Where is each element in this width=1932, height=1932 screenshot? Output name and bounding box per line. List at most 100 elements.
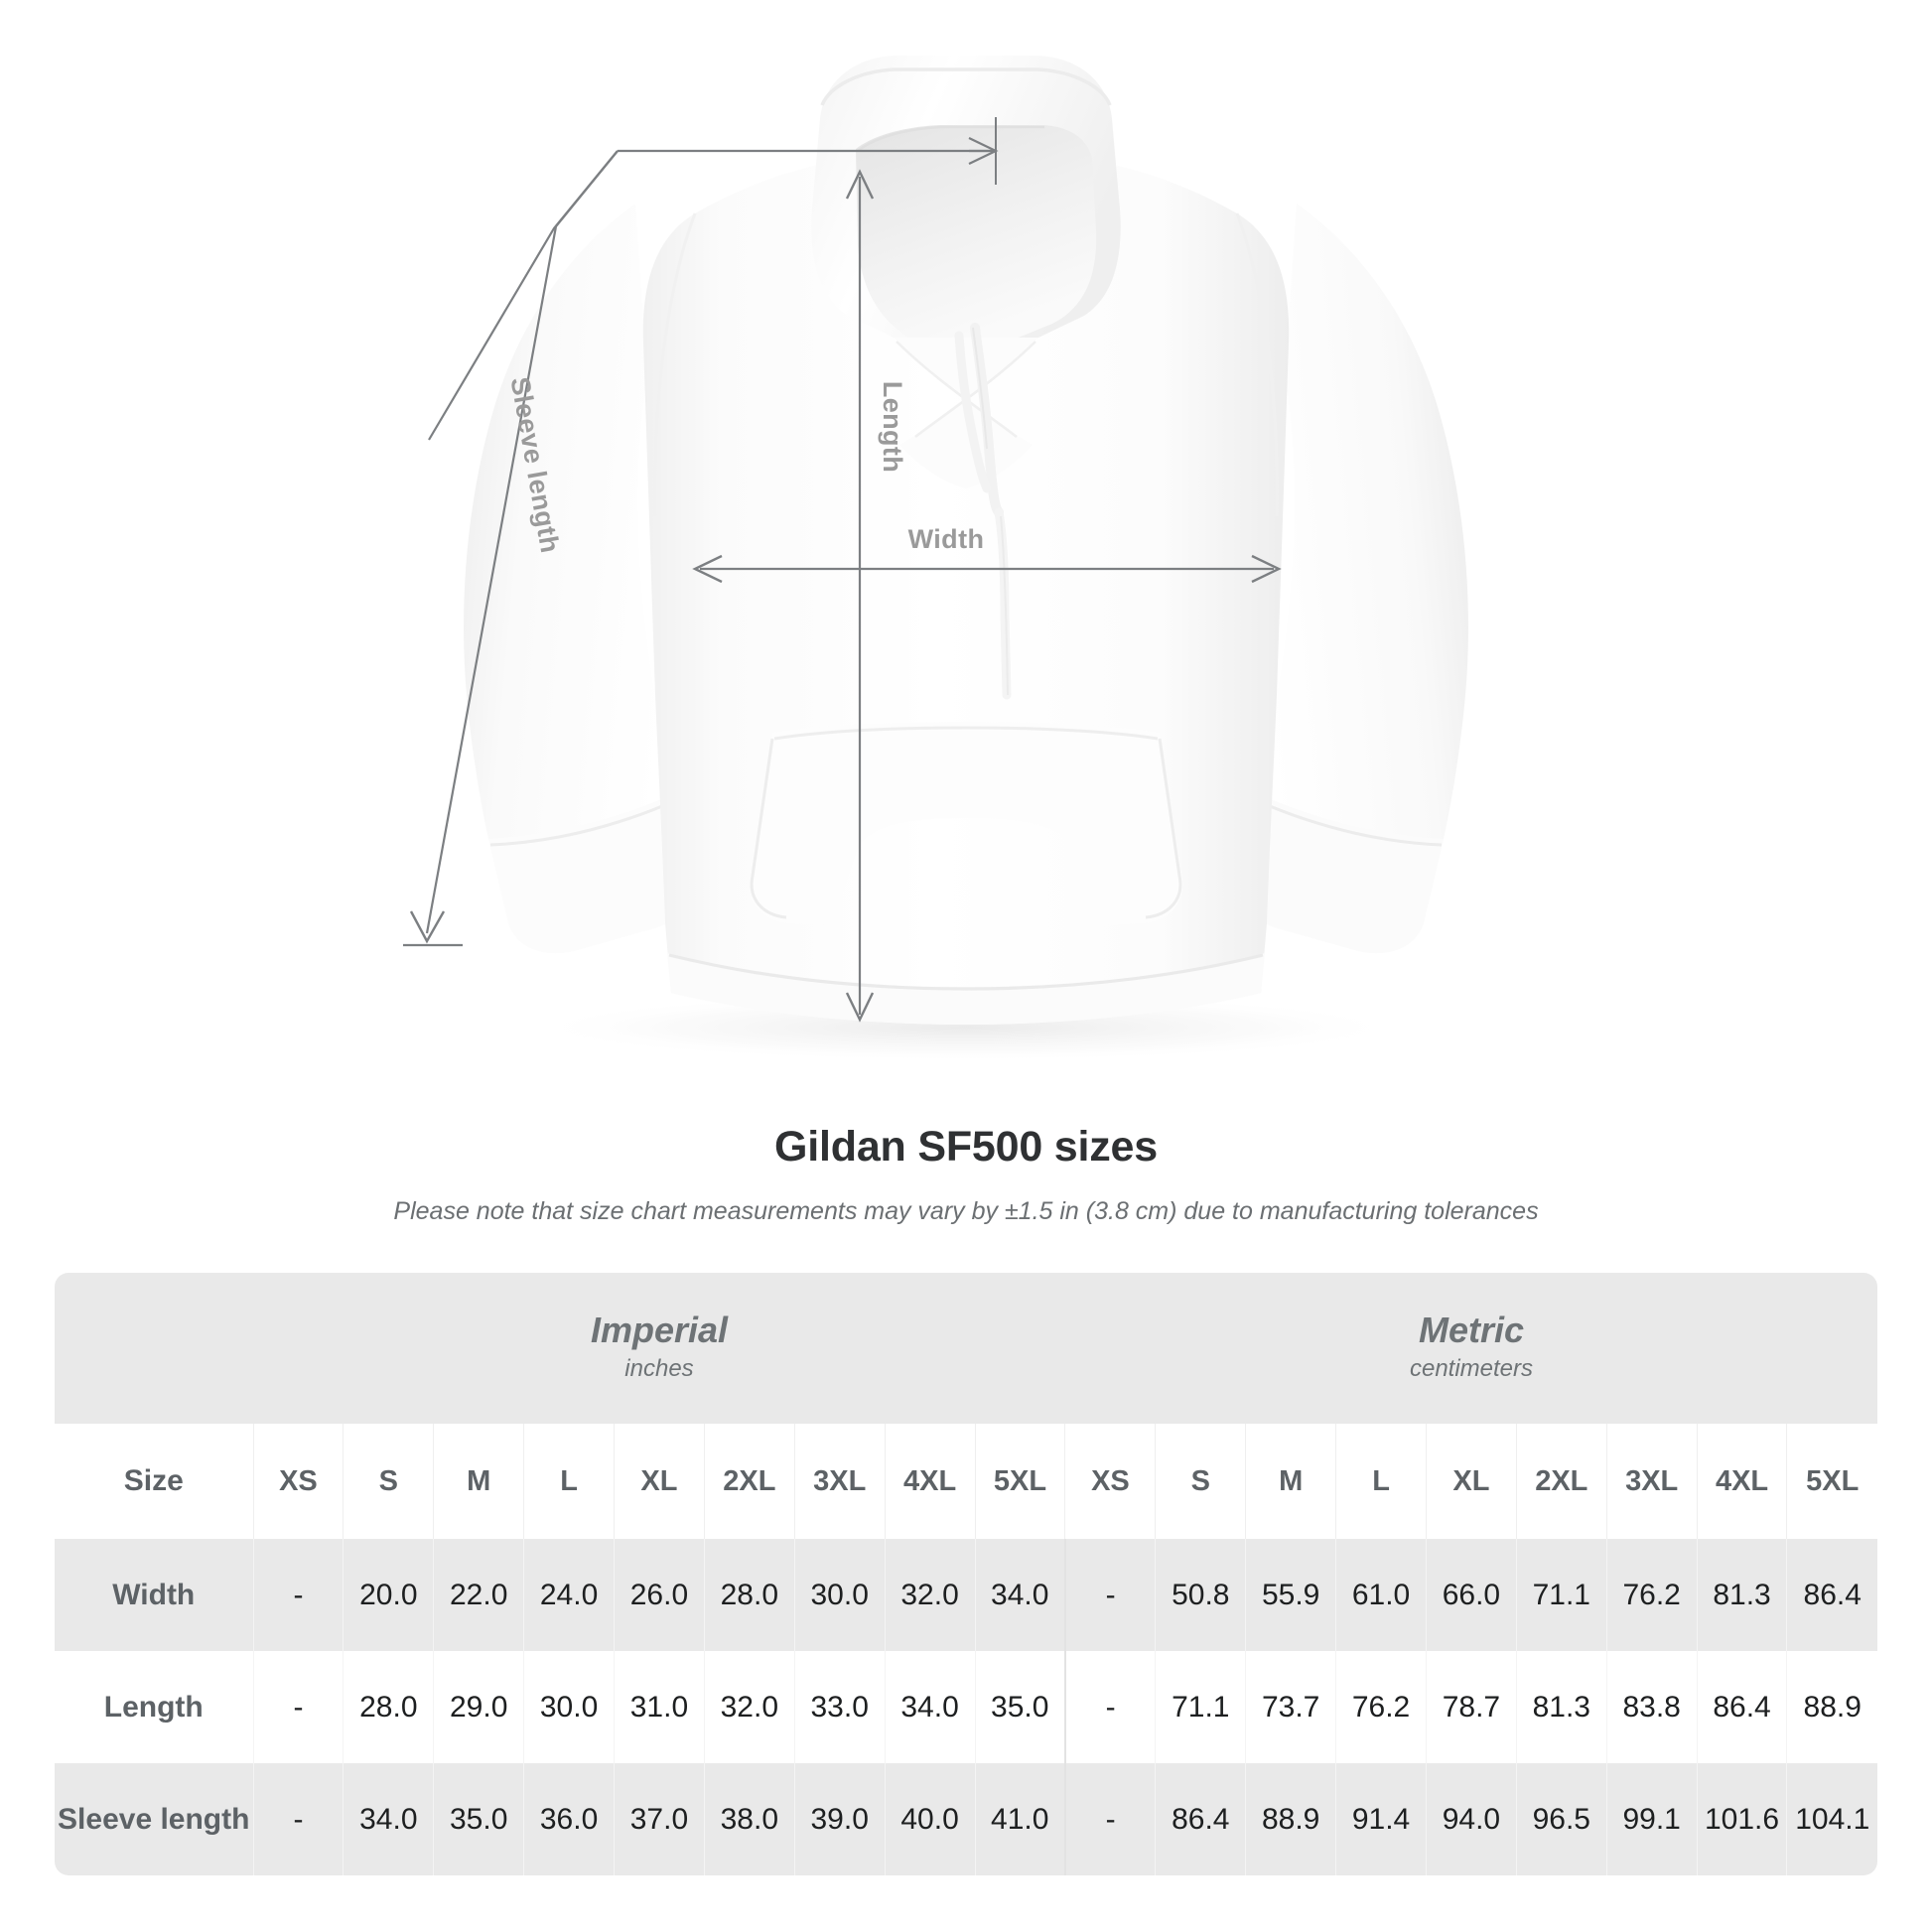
cell-sleeve-length-metric-2xl: 96.5 <box>1515 1763 1607 1875</box>
cell-length-metric-xl: 78.7 <box>1425 1651 1517 1763</box>
unit-group-sub: inches <box>624 1354 694 1382</box>
cell-length-metric-xs: - <box>1063 1651 1156 1763</box>
cell-sleeve-length-metric-s: 86.4 <box>1155 1763 1246 1875</box>
size-header-xl-imperial: XL <box>614 1424 705 1539</box>
cell-width-imperial-l: 24.0 <box>523 1539 615 1651</box>
size-header-4xl-imperial: 4XL <box>884 1424 975 1539</box>
cell-sleeve-length-imperial-3xl: 39.0 <box>793 1763 886 1875</box>
cell-sleeve-length-metric-5xl: 104.1 <box>1786 1763 1877 1875</box>
garment-shadow <box>529 994 1403 1061</box>
size-header-row: Size XS S M L XL 2XL 3XL 4XL 5XL XS S M L XL 2XL 3XL 4XL 5… <box>55 1424 1877 1539</box>
cell-length-imperial-l: 30.0 <box>523 1651 615 1763</box>
cell-sleeve-length-metric-4xl: 101.6 <box>1696 1763 1787 1875</box>
size-header-xl-metric: XL <box>1425 1424 1517 1539</box>
cell-width-metric-s: 50.8 <box>1155 1539 1246 1651</box>
unit-header-spacer <box>55 1273 253 1424</box>
size-header-2xl-imperial: 2XL <box>703 1424 795 1539</box>
unit-group-name: Imperial <box>590 1310 729 1351</box>
width-arrow-right <box>1251 554 1282 584</box>
size-header-m-metric: M <box>1245 1424 1336 1539</box>
cell-sleeve-length-imperial-2xl: 38.0 <box>703 1763 795 1875</box>
cell-sleeve-length-metric-m: 88.9 <box>1245 1763 1336 1875</box>
title-block: Gildan SF500 sizes Please note that size… <box>0 1122 1932 1227</box>
table-row: Length -28.0 29.0 30.0 31.0 32.0 33.0 34.0 35.0-… <box>55 1651 1877 1763</box>
cell-length-imperial-3xl: 33.0 <box>793 1651 886 1763</box>
table-row: Sleeve length -34.0 35.0 36.0 37.0 38.0 39.0 40… <box>55 1763 1877 1875</box>
unit-group-sub: centimeters <box>1409 1354 1534 1382</box>
cell-width-metric-2xl: 71.1 <box>1515 1539 1607 1651</box>
cell-width-imperial-s: 20.0 <box>343 1539 434 1651</box>
cell-sleeve-length-imperial-5xl: 41.0 <box>974 1763 1065 1875</box>
cell-length-metric-m: 73.7 <box>1245 1651 1336 1763</box>
cell-length-metric-5xl: 88.9 <box>1786 1651 1877 1763</box>
cell-length-imperial-2xl: 32.0 <box>703 1651 795 1763</box>
cell-width-imperial-m: 22.0 <box>433 1539 524 1651</box>
cell-sleeve-length-imperial-4xl: 40.0 <box>884 1763 975 1875</box>
hoodie-illustration: Sleeve length Length Width <box>403 56 1468 1061</box>
size-header-5xl-metric: 5XL <box>1786 1424 1877 1539</box>
size-header-3xl-imperial: 3XL <box>793 1424 886 1539</box>
cell-length-metric-2xl: 81.3 <box>1515 1651 1607 1763</box>
sleeve-guide-mid <box>427 440 429 931</box>
cell-sleeve-length-metric-xl: 94.0 <box>1425 1763 1517 1875</box>
cell-length-imperial-m: 29.0 <box>433 1651 524 1763</box>
size-header-2xl-metric: 2XL <box>1515 1424 1607 1539</box>
cell-sleeve-length-imperial-l: 36.0 <box>523 1763 615 1875</box>
row-label-sleeve-length: Sleeve length <box>55 1763 253 1875</box>
cell-length-imperial-4xl: 34.0 <box>884 1651 975 1763</box>
size-column-header: Size <box>55 1424 253 1539</box>
width-arrow-left <box>692 554 723 584</box>
unit-group-imperial: Imperial inches <box>253 1273 1065 1424</box>
cell-width-metric-l: 61.0 <box>1335 1539 1427 1651</box>
cell-length-metric-3xl: 83.8 <box>1605 1651 1698 1763</box>
measurement-guides <box>403 117 1282 1023</box>
size-header-s-metric: S <box>1155 1424 1246 1539</box>
cell-width-imperial-xs: - <box>252 1539 344 1651</box>
cell-length-imperial-xl: 31.0 <box>614 1651 705 1763</box>
size-header-xs-metric: XS <box>1064 1424 1156 1539</box>
cell-width-metric-5xl: 86.4 <box>1786 1539 1877 1651</box>
cell-width-metric-4xl: 81.3 <box>1696 1539 1787 1651</box>
cell-sleeve-length-metric-l: 91.4 <box>1335 1763 1427 1875</box>
cell-length-metric-s: 71.1 <box>1155 1651 1246 1763</box>
cell-width-metric-xl: 66.0 <box>1425 1539 1517 1651</box>
size-header-l-imperial: L <box>523 1424 615 1539</box>
cell-sleeve-length-imperial-xl: 37.0 <box>614 1763 705 1875</box>
width-label: Width <box>908 524 985 554</box>
size-header-3xl-metric: 3XL <box>1605 1424 1698 1539</box>
unit-header-row: Imperial inches Metric centimeters <box>55 1273 1877 1424</box>
size-chart-table-wrap: Imperial inches Metric centimeters Size XS S M L… <box>55 1273 1877 1875</box>
cell-sleeve-length-imperial-xs: - <box>252 1763 344 1875</box>
cell-width-imperial-xl: 26.0 <box>614 1539 705 1651</box>
cell-sleeve-length-metric-xs: - <box>1063 1763 1156 1875</box>
row-label-length: Length <box>55 1651 253 1763</box>
tolerance-note: Please note that size chart measurements… <box>393 1196 1539 1225</box>
cell-width-metric-xs: - <box>1063 1539 1156 1651</box>
size-header-m-imperial: M <box>433 1424 524 1539</box>
cell-width-imperial-5xl: 34.0 <box>974 1539 1065 1651</box>
table-row: Width -20.0 22.0 24.0 26.0 28.0 30.0 32.0 34.0-5… <box>55 1539 1877 1651</box>
unit-group-name: Metric <box>1418 1310 1524 1351</box>
cell-width-imperial-2xl: 28.0 <box>703 1539 795 1651</box>
size-header-s-imperial: S <box>343 1424 434 1539</box>
page-title: Gildan SF500 sizes <box>774 1123 1158 1171</box>
size-header-xs-imperial: XS <box>252 1424 344 1539</box>
cell-length-imperial-xs: - <box>252 1651 344 1763</box>
unit-group-metric: Metric centimeters <box>1064 1273 1877 1424</box>
size-header-l-metric: L <box>1335 1424 1427 1539</box>
cell-width-metric-m: 55.9 <box>1245 1539 1336 1651</box>
cell-length-metric-4xl: 86.4 <box>1696 1651 1787 1763</box>
cell-width-metric-3xl: 76.2 <box>1605 1539 1698 1651</box>
cell-length-imperial-5xl: 35.0 <box>974 1651 1065 1763</box>
length-arrow-bottom <box>845 992 875 1023</box>
cell-sleeve-length-imperial-s: 34.0 <box>343 1763 434 1875</box>
hoodie-body <box>464 56 1468 1025</box>
row-label-width: Width <box>55 1539 253 1651</box>
cell-sleeve-length-imperial-m: 35.0 <box>433 1763 524 1875</box>
length-label: Length <box>878 381 907 473</box>
length-arrow-top <box>845 169 875 200</box>
cell-sleeve-length-metric-3xl: 99.1 <box>1605 1763 1698 1875</box>
cell-length-metric-l: 76.2 <box>1335 1651 1427 1763</box>
cell-width-imperial-3xl: 30.0 <box>793 1539 886 1651</box>
size-chart-table: Imperial inches Metric centimeters Size XS S M L… <box>55 1273 1877 1875</box>
